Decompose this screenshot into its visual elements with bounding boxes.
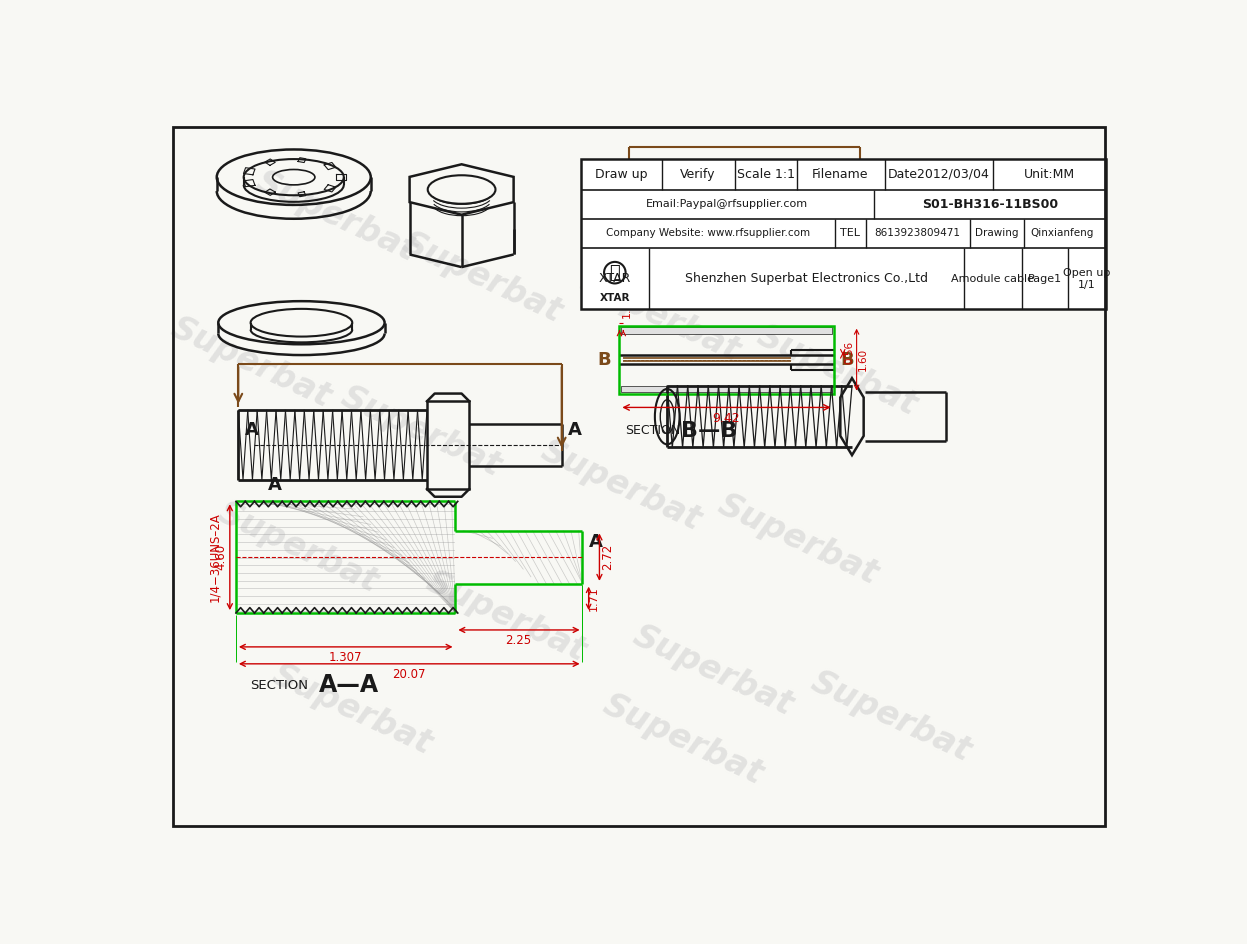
Text: Superbat: Superbat bbox=[166, 312, 337, 414]
Text: Superbat: Superbat bbox=[713, 488, 884, 591]
Text: A: A bbox=[589, 532, 602, 550]
Text: Verify: Verify bbox=[681, 168, 716, 180]
Bar bbox=[581, 159, 1106, 309]
Bar bbox=[621, 386, 832, 392]
Text: Shenzhen Superbat Electronics Co.,Ltd: Shenzhen Superbat Electronics Co.,Ltd bbox=[685, 272, 928, 285]
Text: Filename: Filename bbox=[812, 168, 869, 180]
Text: 1.28: 1.28 bbox=[622, 294, 632, 318]
Text: XTAR: XTAR bbox=[599, 272, 631, 285]
Text: 1.307: 1.307 bbox=[328, 650, 362, 664]
Text: 1.71: 1.71 bbox=[589, 586, 599, 611]
Text: A: A bbox=[567, 421, 582, 439]
Text: Superbat: Superbat bbox=[535, 434, 706, 537]
Text: S01-BH316-11BS00: S01-BH316-11BS00 bbox=[922, 197, 1057, 211]
Text: Email:Paypal@rfsupplier.com: Email:Paypal@rfsupplier.com bbox=[646, 199, 808, 210]
Text: Superbat: Superbat bbox=[806, 666, 976, 768]
Text: Date2012/03/04: Date2012/03/04 bbox=[888, 168, 990, 180]
Text: Amodule cable: Amodule cable bbox=[951, 274, 1035, 284]
Text: Superbat: Superbat bbox=[212, 496, 383, 599]
Text: Qinxianfeng: Qinxianfeng bbox=[1030, 228, 1094, 239]
Text: Open up
1/1: Open up 1/1 bbox=[1064, 268, 1111, 290]
Text: SECTION: SECTION bbox=[249, 679, 308, 692]
Text: Superbat: Superbat bbox=[751, 319, 922, 422]
Text: B—B: B—B bbox=[681, 420, 737, 441]
Text: SECTION: SECTION bbox=[626, 424, 681, 437]
Text: Drawing: Drawing bbox=[975, 228, 1019, 239]
Text: A: A bbox=[268, 476, 282, 494]
Text: A—A: A—A bbox=[319, 673, 379, 698]
Bar bbox=[620, 326, 833, 394]
Text: 2.72: 2.72 bbox=[601, 544, 614, 570]
Text: 8613923809471: 8613923809471 bbox=[874, 228, 960, 239]
Text: 1/4−36UNS–2A: 1/4−36UNS–2A bbox=[208, 512, 221, 601]
Text: Superbat: Superbat bbox=[397, 227, 567, 329]
Text: Draw up: Draw up bbox=[595, 168, 647, 180]
Text: TEL: TEL bbox=[840, 228, 860, 239]
Text: B: B bbox=[597, 350, 611, 369]
Text: 9.42: 9.42 bbox=[713, 412, 741, 425]
Text: B: B bbox=[840, 350, 854, 369]
Bar bbox=[426, 401, 469, 489]
Text: 1.60: 1.60 bbox=[858, 348, 868, 371]
Text: 2.25: 2.25 bbox=[505, 633, 531, 647]
Text: Page1: Page1 bbox=[1029, 274, 1062, 284]
Text: A: A bbox=[246, 421, 259, 439]
Text: Unit:MM: Unit:MM bbox=[1024, 168, 1075, 180]
Text: Superbat: Superbat bbox=[420, 565, 591, 668]
Bar bbox=[621, 328, 832, 333]
Text: Scale 1:1: Scale 1:1 bbox=[737, 168, 794, 180]
Text: 0.56: 0.56 bbox=[844, 341, 854, 364]
Text: Ⓧ: Ⓧ bbox=[610, 263, 620, 281]
Text: Superbat: Superbat bbox=[335, 380, 506, 483]
Text: Company Website: www.rfsupplier.com: Company Website: www.rfsupplier.com bbox=[606, 228, 811, 239]
Text: 4.60: 4.60 bbox=[214, 544, 227, 570]
Text: XTAR: XTAR bbox=[600, 293, 630, 303]
Text: Superbat: Superbat bbox=[628, 619, 799, 722]
Text: Superbat: Superbat bbox=[266, 658, 436, 761]
Text: Superbat: Superbat bbox=[251, 165, 421, 268]
Text: 20.07: 20.07 bbox=[393, 667, 426, 681]
Text: Superbat: Superbat bbox=[574, 265, 744, 368]
Text: Superbat: Superbat bbox=[597, 688, 768, 792]
